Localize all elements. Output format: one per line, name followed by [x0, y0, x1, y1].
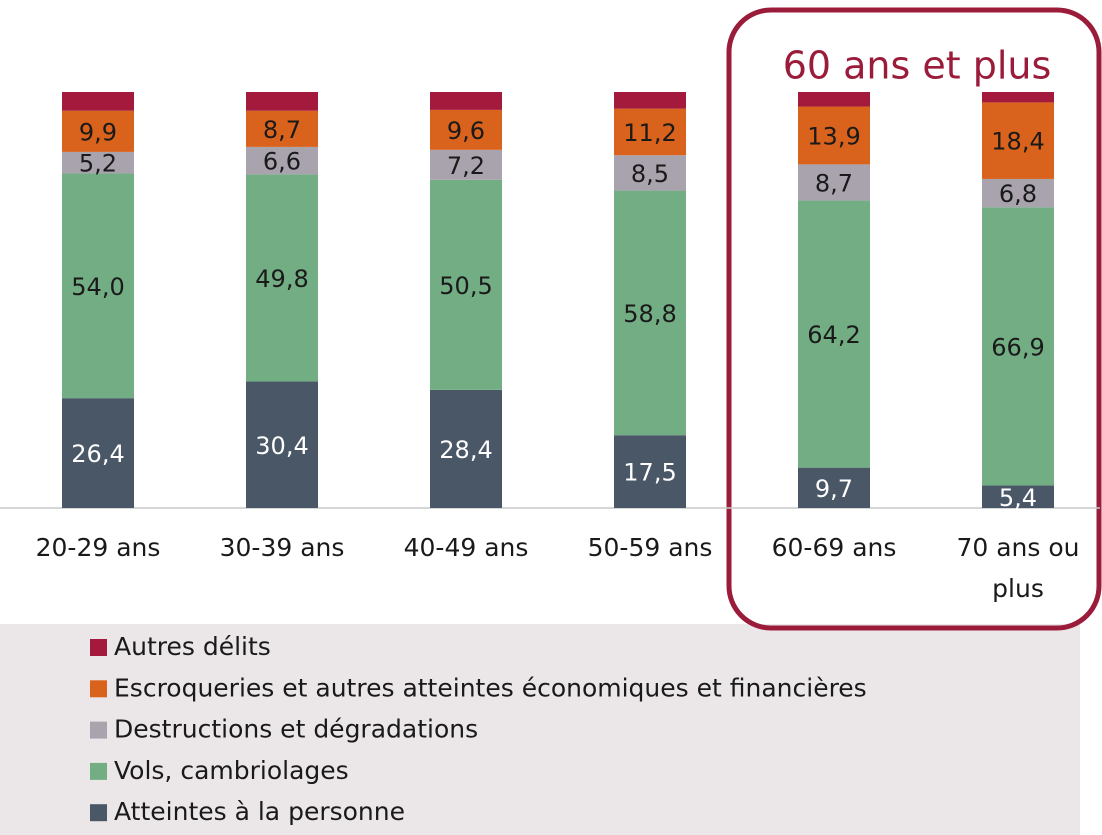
data-label: 64,2: [807, 321, 860, 349]
x-tick-label: 50-59 ans: [588, 533, 713, 562]
bar-segment: [430, 92, 502, 110]
bar-segment: [62, 151, 134, 174]
bar-segment: [246, 146, 318, 175]
x-tick-label: 40-49 ans: [404, 533, 529, 562]
data-label: 7,2: [447, 152, 485, 180]
bar-segment: [798, 92, 870, 107]
bar-segment: [798, 467, 870, 508]
data-label: 50,5: [439, 272, 492, 300]
bar-segment: [430, 389, 502, 508]
x-tick-label: 20-29 ans: [36, 533, 161, 562]
bar-segment: [798, 106, 870, 165]
data-label: 5,4: [999, 484, 1037, 512]
legend-label: Autres délits: [114, 632, 271, 661]
data-label: 11,2: [623, 119, 676, 147]
data-label: 5,2: [79, 150, 117, 178]
bar-segment: [246, 110, 318, 147]
data-label: 6,8: [999, 180, 1037, 208]
bar-segment: [430, 149, 502, 180]
data-label: 30,4: [255, 432, 308, 460]
bar-segment: [614, 155, 686, 191]
data-label: 66,9: [991, 333, 1044, 361]
bar-segment: [614, 190, 686, 436]
data-label: 58,8: [623, 300, 676, 328]
data-label: 9,6: [447, 117, 485, 145]
data-label: 13,9: [807, 122, 860, 150]
bar-segment: [62, 173, 134, 399]
legend-background: [0, 624, 1080, 835]
data-label: 49,8: [255, 265, 308, 293]
data-label: 9,9: [79, 118, 117, 146]
data-label: 17,5: [623, 459, 676, 487]
data-label: 28,4: [439, 436, 492, 464]
legend-label: Atteintes à la personne: [114, 797, 405, 826]
bar-segment: [982, 207, 1054, 486]
data-label: 9,7: [815, 475, 853, 503]
bar-segment: [62, 92, 134, 111]
bar-segment: [246, 174, 318, 382]
bar-segment: [614, 108, 686, 156]
data-label: 18,4: [991, 128, 1044, 156]
legend-swatch: [90, 804, 107, 822]
bar-segment: [614, 92, 686, 109]
legend-swatch: [90, 762, 107, 780]
x-tick-label: 30-39 ans: [220, 533, 345, 562]
legend-swatch: [90, 639, 107, 656]
bar-segment: [982, 92, 1054, 103]
data-label: 26,4: [71, 440, 124, 468]
annotation: 60 ans et plus: [783, 44, 1052, 88]
data-label: 54,0: [71, 273, 124, 301]
bar-segment: [982, 485, 1054, 508]
bar-segment: [430, 109, 502, 150]
bar-segment: [62, 398, 134, 508]
bar-segment: [982, 102, 1054, 179]
legend-swatch: [90, 721, 107, 739]
x-tick-label: 60-69 ans: [772, 533, 897, 562]
legend-label: Escroqueries et autres atteintes économi…: [114, 673, 867, 702]
data-label: 6,6: [263, 148, 301, 176]
bar-segment: [798, 164, 870, 201]
bar-segment: [246, 381, 318, 508]
bar-segment: [62, 110, 134, 152]
highlight-box: [726, 7, 1102, 631]
data-label: 8,5: [631, 160, 669, 188]
x-tick-label: 70 ans ou plus: [956, 533, 1079, 603]
bar-segment: [982, 178, 1054, 208]
bar-segment: [430, 179, 502, 390]
bar-segment: [614, 435, 686, 508]
legend-label: Vols, cambriolages: [114, 756, 349, 785]
legend-label: Destructions et dégradations: [114, 715, 478, 744]
legend-swatch: [90, 680, 107, 698]
bar-segment: [798, 200, 870, 468]
data-label: 8,7: [815, 169, 853, 197]
data-label: 8,7: [263, 116, 301, 144]
bar-segment: [246, 92, 318, 111]
